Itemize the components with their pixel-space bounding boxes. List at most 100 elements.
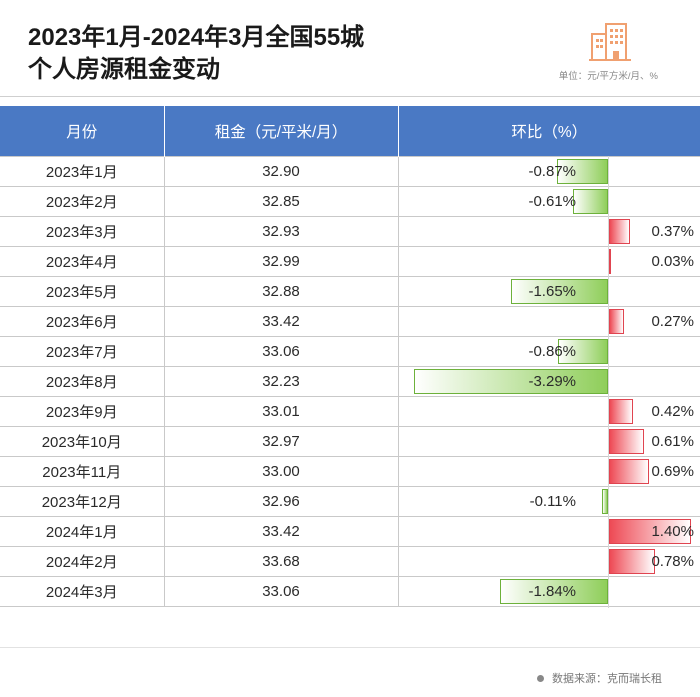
month-cell: 2024年3月 bbox=[0, 576, 165, 607]
change-label: 0.27% bbox=[651, 313, 694, 330]
month-cell: 2023年11月 bbox=[0, 456, 165, 487]
positive-change-bar bbox=[608, 519, 692, 544]
month-cell: 2023年9月 bbox=[0, 396, 165, 427]
change-label: -1.84% bbox=[528, 583, 576, 600]
rent-cell: 32.23 bbox=[164, 366, 399, 397]
negative-change-bar bbox=[557, 159, 609, 184]
col-header-rent: 租金（元/平米/月） bbox=[164, 106, 399, 157]
change-cell: -0.86% bbox=[398, 336, 700, 367]
bullet-icon bbox=[537, 674, 544, 682]
month-cell: 2024年2月 bbox=[0, 546, 165, 577]
rent-cell: 33.06 bbox=[164, 336, 399, 367]
title-line-2: 个人房源租金变动 bbox=[28, 56, 220, 83]
change-cell: -1.65% bbox=[398, 276, 700, 307]
unit-note: 单位：元/平方米/月、% bbox=[558, 71, 658, 82]
positive-change-bar bbox=[608, 249, 611, 274]
change-cell: -0.11% bbox=[398, 486, 700, 517]
chart-title: 2023年1月-2024年3月全国55城 个人房源租金变动 bbox=[28, 22, 364, 86]
month-cell: 2024年1月 bbox=[0, 516, 165, 547]
rent-cell: 32.93 bbox=[164, 216, 399, 247]
top-divider bbox=[0, 96, 700, 97]
change-label: -3.29% bbox=[528, 373, 576, 390]
source-text: 数据来源：克而瑞长租 bbox=[552, 673, 662, 685]
change-cell: -0.61% bbox=[398, 186, 700, 217]
rent-cell: 33.68 bbox=[164, 546, 399, 577]
positive-change-bar bbox=[608, 309, 625, 334]
table-row: 2023年9月 33.01 0.42% bbox=[0, 396, 700, 427]
positive-change-bar bbox=[608, 459, 650, 484]
month-cell: 2023年1月 bbox=[0, 156, 165, 187]
change-cell: 0.37% bbox=[398, 216, 700, 247]
col-header-change: 环比（%） bbox=[398, 106, 700, 157]
month-cell: 2023年5月 bbox=[0, 276, 165, 307]
positive-change-bar bbox=[608, 429, 645, 454]
change-label: -0.11% bbox=[529, 493, 576, 510]
rent-cell: 32.99 bbox=[164, 246, 399, 277]
negative-change-bar bbox=[602, 489, 609, 514]
change-cell: 0.27% bbox=[398, 306, 700, 337]
table-row: 2023年3月 32.93 0.37% bbox=[0, 216, 700, 247]
change-label: 0.03% bbox=[651, 253, 694, 270]
table-row: 2023年8月 32.23 -3.29% bbox=[0, 366, 700, 397]
change-label: -0.61% bbox=[528, 193, 576, 210]
table-row: 2023年1月 32.90 -0.87% bbox=[0, 156, 700, 187]
table-row: 2023年2月 32.85 -0.61% bbox=[0, 186, 700, 217]
month-cell: 2023年4月 bbox=[0, 246, 165, 277]
change-label: 0.78% bbox=[651, 553, 694, 570]
month-cell: 2023年3月 bbox=[0, 216, 165, 247]
month-cell: 2023年7月 bbox=[0, 336, 165, 367]
month-cell: 2023年10月 bbox=[0, 426, 165, 457]
month-cell: 2023年8月 bbox=[0, 366, 165, 397]
table-row: 2024年2月 33.68 0.78% bbox=[0, 546, 700, 577]
rent-cell: 32.90 bbox=[164, 156, 399, 187]
change-label: 0.37% bbox=[651, 223, 694, 240]
rent-cell: 32.88 bbox=[164, 276, 399, 307]
table-row: 2023年5月 32.88 -1.65% bbox=[0, 276, 700, 307]
change-cell: -0.87% bbox=[398, 156, 700, 187]
rent-cell: 32.85 bbox=[164, 186, 399, 217]
source-note: 数据来源：克而瑞长租 bbox=[537, 670, 662, 686]
change-cell: 1.40% bbox=[398, 516, 700, 547]
building-icon bbox=[588, 20, 632, 67]
rent-cell: 33.42 bbox=[164, 306, 399, 337]
table-row: 2023年12月 32.96 -0.11% bbox=[0, 486, 700, 517]
rent-table: 月份 租金（元/平米/月） 环比（%） 2023年1月 32.90 -0.87% 20… bbox=[0, 106, 700, 607]
change-label: -0.87% bbox=[528, 163, 576, 180]
table-row: 2024年1月 33.42 1.40% bbox=[0, 516, 700, 547]
change-cell: 0.78% bbox=[398, 546, 700, 577]
month-cell: 2023年6月 bbox=[0, 306, 165, 337]
table-row: 2024年3月 33.06 -1.84% bbox=[0, 576, 700, 607]
rent-cell: 32.97 bbox=[164, 426, 399, 457]
change-cell: -1.84% bbox=[398, 576, 700, 607]
negative-change-bar bbox=[557, 339, 609, 364]
rent-cell: 33.06 bbox=[164, 576, 399, 607]
positive-change-bar bbox=[608, 399, 634, 424]
col-header-month: 月份 bbox=[0, 106, 165, 157]
positive-change-bar bbox=[608, 549, 655, 574]
change-cell: 0.42% bbox=[398, 396, 700, 427]
rent-cell: 33.01 bbox=[164, 396, 399, 427]
bottom-divider bbox=[0, 647, 700, 648]
change-cell: 0.69% bbox=[398, 456, 700, 487]
table-row: 2023年7月 33.06 -0.86% bbox=[0, 336, 700, 367]
table-row: 2023年11月 33.00 0.69% bbox=[0, 456, 700, 487]
negative-change-bar bbox=[511, 279, 609, 304]
table-header-row: 月份 租金（元/平米/月） 环比（%） bbox=[0, 106, 700, 157]
rent-cell: 32.96 bbox=[164, 486, 399, 517]
change-label: -1.65% bbox=[528, 283, 576, 300]
change-label: 1.40% bbox=[651, 523, 694, 540]
change-cell: 0.03% bbox=[398, 246, 700, 277]
positive-change-bar bbox=[608, 219, 631, 244]
table-row: 2023年6月 33.42 0.27% bbox=[0, 306, 700, 337]
change-cell: -3.29% bbox=[398, 366, 700, 397]
month-cell: 2023年12月 bbox=[0, 486, 165, 517]
title-line-1: 2023年1月-2024年3月全国55城 bbox=[28, 24, 365, 51]
rent-cell: 33.42 bbox=[164, 516, 399, 547]
change-cell: 0.61% bbox=[398, 426, 700, 457]
rent-cell: 33.00 bbox=[164, 456, 399, 487]
bar-zero-axis bbox=[608, 156, 609, 608]
change-label: -0.86% bbox=[528, 343, 576, 360]
negative-change-bar bbox=[414, 369, 609, 394]
change-label: 0.61% bbox=[651, 433, 694, 450]
negative-change-bar bbox=[572, 189, 609, 214]
